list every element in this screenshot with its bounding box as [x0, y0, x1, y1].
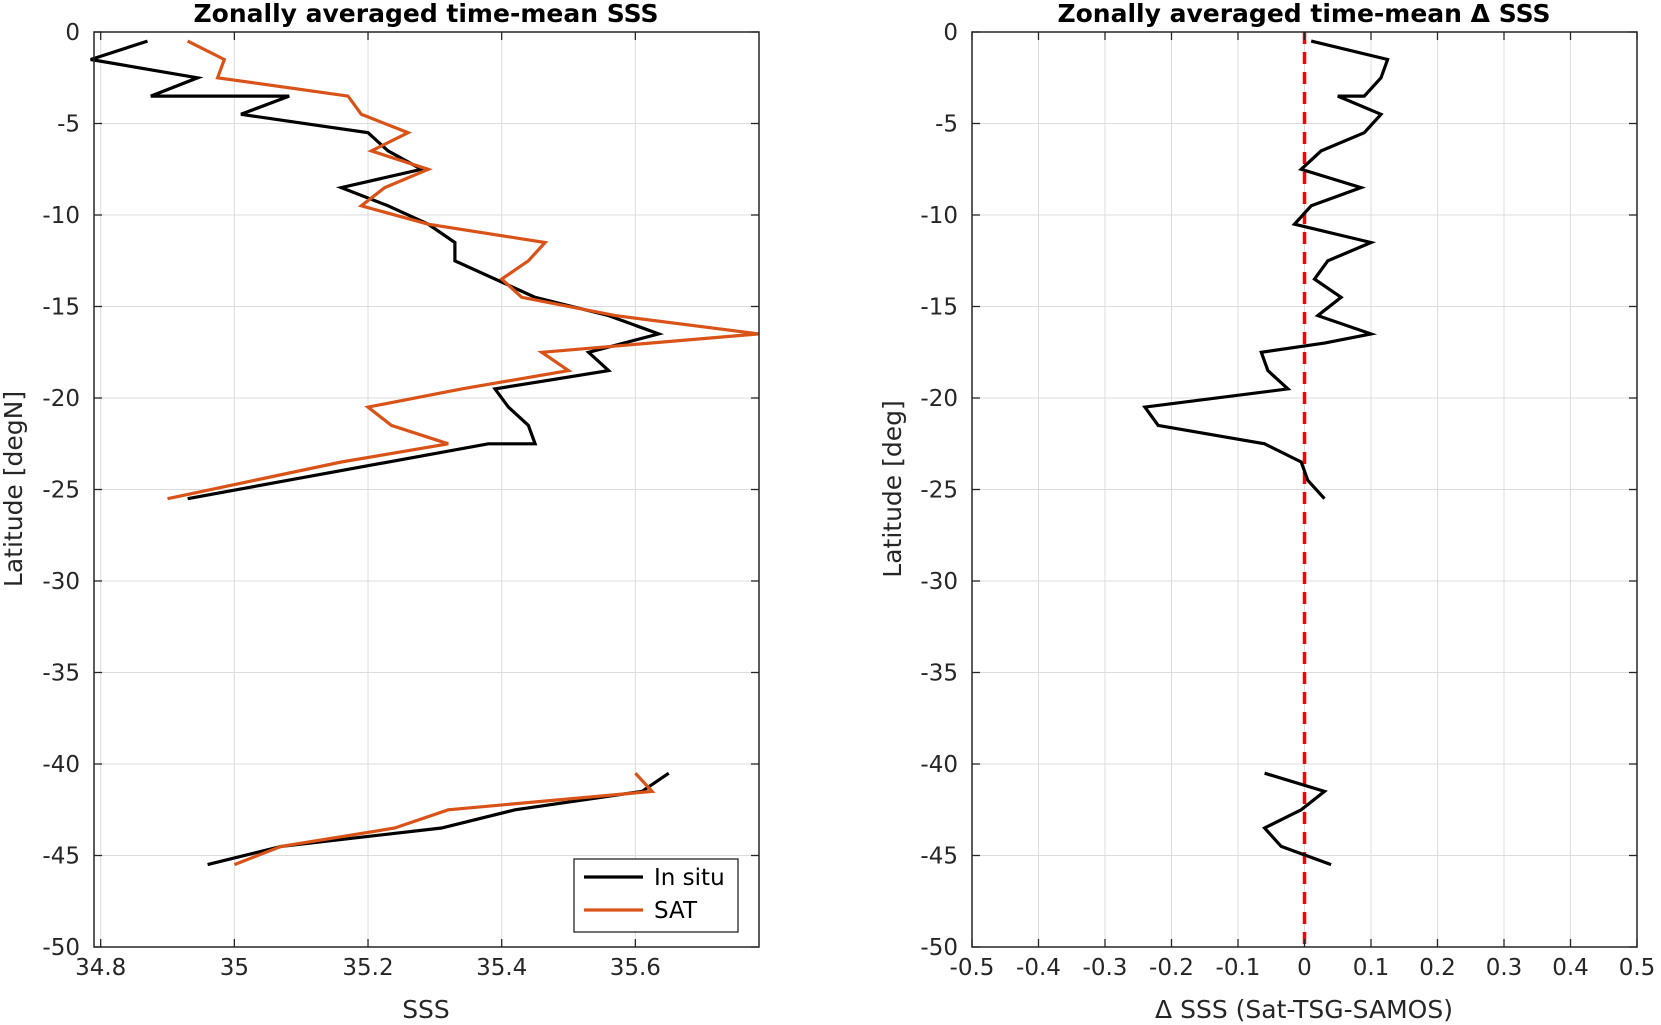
right-y-tick-labels: 0 -5 -10 -15 -20 -25 -30 -35 -40 -45 -50 [920, 20, 958, 961]
x-tick-label: 34.8 [75, 955, 126, 981]
y-tick-label: -5 [57, 112, 80, 138]
x-tick-label: 35 [220, 955, 249, 981]
legend: In situ SAT [573, 858, 739, 933]
sat-series-line [233, 772, 656, 867]
y-tick-label: -5 [935, 112, 958, 138]
x-tick-label: 0.3 [1486, 955, 1523, 981]
x-tick-label: 35.2 [342, 955, 393, 981]
left-y-axis-label: Latitude [degN] [0, 391, 28, 587]
right-data-lines [1142, 39, 1390, 867]
y-tick-label: -45 [42, 844, 80, 870]
right-x-tick-labels: -0.5 -0.4 -0.3 -0.2 -0.1 0 0.1 0.2 0.3 0.4 0.5 [950, 955, 1656, 981]
sat-series-line [167, 39, 760, 501]
x-tick-label: 0.5 [1619, 955, 1656, 981]
in-situ-series-line [90, 39, 665, 501]
legend-label-insitu: In situ [654, 865, 725, 891]
x-tick-label: 35.4 [476, 955, 527, 981]
y-tick-label: -40 [42, 752, 80, 778]
right-chart-title: Zonally averaged time-mean Δ SSS [1058, 0, 1551, 28]
x-tick-label: -0.4 [1016, 955, 1061, 981]
right-y-axis-label: Latitude [deg] [878, 400, 907, 577]
y-tick-label: -45 [920, 844, 958, 870]
left-tick-marks [94, 31, 759, 948]
x-tick-label: 0.4 [1552, 955, 1589, 981]
left-chart-panel: 34.8 35 35.2 35.4 35.6 0 -5 -10 -15 -20 -25 -30 -35… [0, 0, 760, 1024]
y-tick-label: -20 [42, 386, 80, 412]
y-tick-label: -10 [920, 203, 958, 229]
y-tick-label: -50 [42, 935, 80, 961]
legend-box [573, 858, 739, 933]
y-tick-label: -50 [920, 935, 958, 961]
x-tick-label: -0.5 [950, 955, 995, 981]
legend-label-sat: SAT [654, 898, 698, 924]
x-tick-label: 0.1 [1353, 955, 1390, 981]
right-chart-panel: -0.5 -0.4 -0.3 -0.2 -0.1 0 0.1 0.2 0.3 0.4 0.5 0 -5… [878, 0, 1655, 1024]
y-tick-label: -20 [920, 386, 958, 412]
delta-sss-series-line [1142, 39, 1390, 500]
x-tick-label: 0 [1297, 955, 1312, 981]
y-tick-label: -35 [920, 661, 958, 687]
x-tick-label: -0.1 [1216, 955, 1261, 981]
y-tick-label: -30 [42, 569, 80, 595]
y-tick-label: -15 [920, 295, 958, 321]
left-data-lines [90, 39, 760, 867]
y-tick-label: -10 [42, 203, 80, 229]
x-tick-label: 35.6 [610, 955, 661, 981]
x-tick-label: -0.2 [1149, 955, 1194, 981]
right-x-axis-label: Δ SSS (Sat-TSG-SAMOS) [1155, 995, 1453, 1024]
y-tick-label: 0 [943, 20, 958, 46]
x-tick-label: -0.3 [1083, 955, 1128, 981]
y-tick-label: -40 [920, 752, 958, 778]
y-tick-label: -30 [920, 569, 958, 595]
y-tick-label: -25 [920, 478, 958, 504]
delta-sss-series-line [1261, 771, 1332, 867]
left-y-tick-labels: 0 -5 -10 -15 -20 -25 -30 -35 -40 -45 -50 [42, 20, 80, 961]
left-x-axis-label: SSS [402, 995, 450, 1024]
y-tick-label: -25 [42, 478, 80, 504]
left-x-tick-labels: 34.8 35 35.2 35.4 35.6 [75, 955, 661, 981]
y-tick-label: -35 [42, 661, 80, 687]
x-tick-label: 0.2 [1419, 955, 1456, 981]
y-tick-label: 0 [65, 20, 80, 46]
y-tick-label: -15 [42, 295, 80, 321]
in-situ-series-line [207, 771, 670, 867]
right-tick-marks [971, 31, 1638, 948]
left-chart-title: Zonally averaged time-mean SSS [194, 0, 659, 28]
